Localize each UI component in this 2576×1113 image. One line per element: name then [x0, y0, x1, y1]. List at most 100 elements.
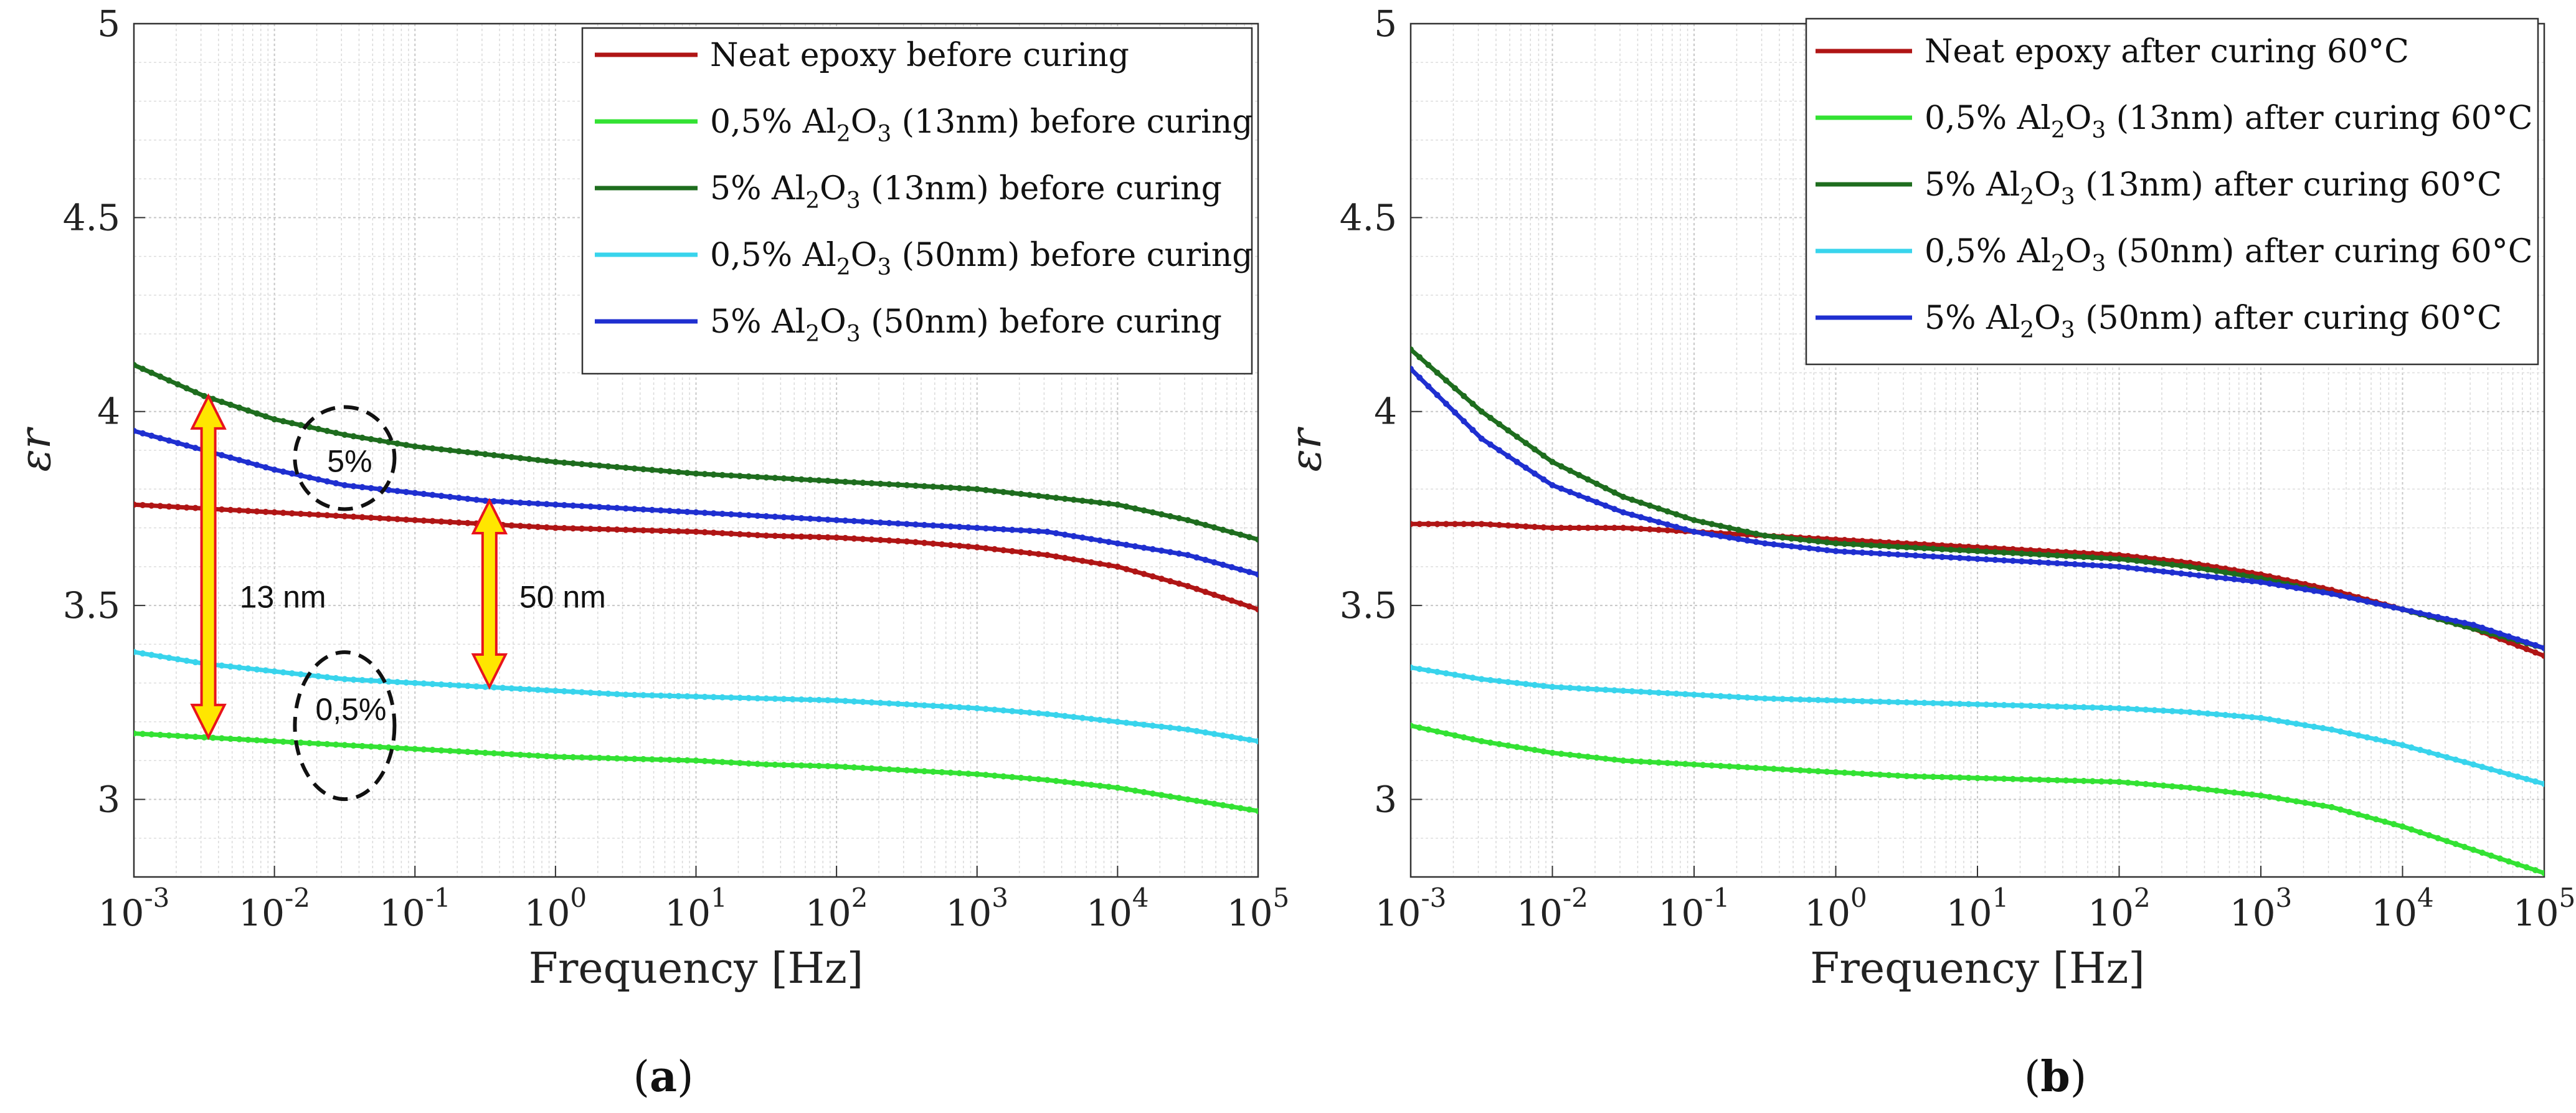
data-point: [412, 680, 419, 686]
data-point: [227, 663, 234, 670]
data-point: [596, 462, 603, 469]
data-point: [1532, 470, 1538, 477]
data-point: [1921, 552, 1928, 559]
data-point: [807, 533, 813, 540]
data-point: [1673, 511, 1680, 518]
data-point: [1708, 521, 1715, 528]
data-point: [2009, 702, 2016, 709]
data-point: [859, 698, 866, 705]
data-point: [2019, 558, 2025, 565]
data-point: [236, 664, 243, 671]
data-point: [2311, 723, 2318, 730]
data-point: [1425, 667, 1432, 674]
data-point: [1228, 529, 1235, 536]
data-point: [341, 432, 348, 438]
data-point: [859, 536, 866, 542]
data-point: [1079, 780, 1086, 787]
data-point: [1673, 760, 1680, 767]
data-point: [1549, 482, 1556, 489]
data-point: [1000, 547, 1007, 554]
data-point: [1522, 523, 1529, 530]
data-point: [1035, 551, 1042, 557]
data-point: [2045, 559, 2052, 566]
data-point: [2116, 556, 2123, 562]
data-point: [1956, 547, 1963, 554]
data-point: [1629, 688, 1636, 694]
subscript-3: 3: [2091, 118, 2106, 143]
data-point: [1044, 493, 1051, 500]
data-point: [148, 731, 155, 738]
data-point: [2470, 761, 2477, 768]
data-point: [517, 455, 524, 462]
legend-prefix: 5% Al: [1925, 166, 2020, 204]
x-tick-exponent: 5: [2559, 883, 2576, 913]
data-point: [2160, 568, 2167, 575]
data-point: [2390, 604, 2397, 611]
data-point: [1097, 782, 1104, 789]
data-point: [2514, 636, 2521, 643]
data-point: [973, 770, 980, 777]
data-point: [333, 675, 339, 681]
data-point: [1841, 541, 1848, 547]
data-point: [2178, 570, 2185, 577]
data-point: [1682, 526, 1688, 533]
x-tick-label: 101: [665, 883, 727, 934]
data-point: [412, 746, 419, 752]
data-point: [1841, 698, 1848, 704]
data-point: [1912, 552, 1919, 559]
data-point: [780, 514, 787, 521]
data-point: [1885, 698, 1892, 705]
data-point: [1558, 485, 1565, 492]
legend-prefix: 5% Al: [710, 170, 805, 207]
data-point: [851, 698, 858, 705]
data-point: [1018, 491, 1025, 498]
data-point: [1965, 701, 1972, 708]
data-point: [2541, 869, 2544, 876]
data-point: [1602, 485, 1609, 491]
data-point: [719, 471, 726, 478]
data-point: [2496, 769, 2503, 775]
data-point: [2187, 571, 2194, 578]
annotations: 13 nm 50 nm 5% 0,5%: [190, 393, 606, 802]
x-axis-label: Frequency [Hz]: [529, 944, 864, 993]
data-point: [684, 693, 691, 700]
data-point: [2258, 792, 2264, 799]
data-point: [2089, 704, 2096, 711]
data-point: [367, 436, 374, 443]
data-point: [684, 508, 691, 515]
data-point: [1620, 757, 1627, 764]
data-point: [2399, 742, 2406, 749]
data-point: [447, 747, 453, 754]
data-point: [1921, 773, 1928, 780]
data-point: [192, 659, 199, 666]
legend-prefix: 0,5% Al: [1925, 100, 2051, 137]
data-point: [1629, 757, 1636, 764]
data-point: [825, 478, 831, 485]
data-point: [658, 528, 665, 534]
panel-caption-letter: a: [650, 1052, 677, 1102]
data-point: [2382, 818, 2389, 825]
data-point: [710, 758, 717, 765]
data-point: [2107, 779, 2114, 785]
data-point: [1682, 691, 1688, 698]
data-point: [1411, 346, 1414, 353]
data-point: [1434, 521, 1441, 528]
data-point: [333, 429, 339, 436]
data-point: [1522, 440, 1529, 447]
data-point: [1646, 516, 1653, 523]
data-point: [183, 504, 190, 511]
data-point: [2169, 561, 2176, 568]
data-point: [1956, 774, 1963, 781]
data-point: [754, 760, 761, 767]
data-point: [333, 741, 339, 748]
data-point: [1513, 433, 1520, 440]
legend-suffix: (13nm) before curing: [891, 103, 1252, 141]
data-point: [1770, 765, 1777, 772]
data-point: [447, 681, 453, 688]
data-point: [1859, 541, 1866, 548]
data-point: [640, 466, 646, 473]
legend-prefix: 5% Al: [1925, 300, 2020, 337]
data-point: [1576, 471, 1583, 478]
data-point: [1744, 528, 1751, 535]
x-tick-label: 10-3: [1375, 883, 1447, 934]
